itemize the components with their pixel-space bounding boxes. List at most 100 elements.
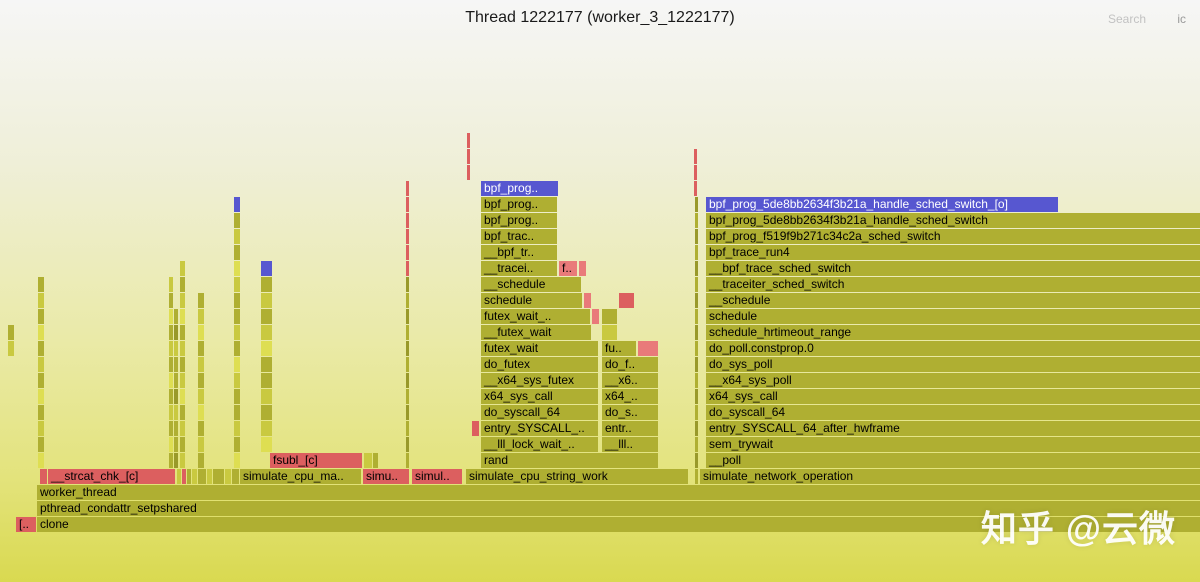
flame-frame[interactable] xyxy=(406,181,409,196)
flame-frame[interactable] xyxy=(169,437,173,452)
flame-frame[interactable] xyxy=(406,293,409,308)
flame-frame[interactable] xyxy=(695,277,698,292)
flame-frame[interactable] xyxy=(192,469,197,484)
flame-frame[interactable] xyxy=(198,325,204,340)
flame-frame[interactable]: [.. xyxy=(16,517,36,532)
flame-frame[interactable] xyxy=(169,405,173,420)
flame-frame[interactable] xyxy=(695,469,698,484)
flame-frame[interactable] xyxy=(225,469,231,484)
flame-frame[interactable]: do_poll.constprop.0 xyxy=(706,341,1200,356)
flame-frame[interactable] xyxy=(261,261,272,276)
flame-frame[interactable]: bpf_trace_run4 xyxy=(706,245,1200,260)
flame-frame[interactable] xyxy=(234,293,240,308)
flame-frame[interactable] xyxy=(169,293,173,308)
flame-frame[interactable]: schedule xyxy=(481,293,582,308)
flame-frame[interactable] xyxy=(592,309,599,324)
flame-frame[interactable]: entry_SYSCALL_.. xyxy=(481,421,598,436)
flame-frame[interactable] xyxy=(695,357,698,372)
flame-frame[interactable] xyxy=(169,453,173,468)
flame-frame[interactable] xyxy=(38,357,44,372)
flame-frame[interactable]: do_sys_poll xyxy=(706,357,1200,372)
flame-frame[interactable] xyxy=(198,341,204,356)
flame-frame[interactable] xyxy=(174,325,178,340)
flame-frame[interactable] xyxy=(602,325,617,340)
flame-frame[interactable] xyxy=(174,421,178,436)
flame-frame[interactable]: __tracei.. xyxy=(481,261,557,276)
flame-frame[interactable] xyxy=(602,309,617,324)
flame-frame[interactable] xyxy=(234,373,240,388)
flame-frame[interactable]: __bpf_trace_sched_switch xyxy=(706,261,1200,276)
flame-frame[interactable]: schedule_hrtimeout_range xyxy=(706,325,1200,340)
flame-frame[interactable] xyxy=(406,453,409,468)
flame-frame[interactable]: simul.. xyxy=(412,469,462,484)
flame-frame[interactable] xyxy=(406,309,409,324)
flame-frame[interactable] xyxy=(234,357,240,372)
flame-frame[interactable] xyxy=(234,341,240,356)
flame-frame[interactable] xyxy=(695,261,698,276)
flame-frame[interactable] xyxy=(467,149,470,164)
flame-frame[interactable]: futex_wait_.. xyxy=(481,309,590,324)
flame-frame[interactable]: __schedule xyxy=(481,277,581,292)
flame-frame[interactable] xyxy=(406,373,409,388)
flame-frame[interactable] xyxy=(261,309,272,324)
flame-frame[interactable] xyxy=(198,437,204,452)
flame-frame[interactable] xyxy=(406,229,409,244)
flame-frame[interactable] xyxy=(180,293,185,308)
flame-frame[interactable] xyxy=(8,341,14,356)
flame-frame[interactable] xyxy=(695,405,698,420)
flame-frame[interactable] xyxy=(38,325,44,340)
flame-frame[interactable]: x64_.. xyxy=(602,389,658,404)
flame-frame[interactable] xyxy=(38,309,44,324)
flame-frame[interactable] xyxy=(180,325,185,340)
flame-frame[interactable] xyxy=(180,437,185,452)
flame-frame[interactable] xyxy=(695,437,698,452)
flame-frame[interactable] xyxy=(198,405,204,420)
flame-frame[interactable]: fsubl_[c] xyxy=(270,453,362,468)
flame-frame[interactable]: __futex_wait xyxy=(481,325,591,340)
flame-frame[interactable] xyxy=(234,213,240,228)
flame-frame[interactable] xyxy=(38,421,44,436)
flame-frame[interactable] xyxy=(261,325,272,340)
flame-frame[interactable]: do_syscall_64 xyxy=(706,405,1200,420)
flame-frame[interactable] xyxy=(187,469,191,484)
flame-frame[interactable]: __schedule xyxy=(706,293,1200,308)
flame-frame[interactable] xyxy=(174,453,178,468)
flame-frame[interactable] xyxy=(213,469,224,484)
flame-frame[interactable] xyxy=(180,277,185,292)
flame-frame[interactable] xyxy=(234,421,240,436)
flame-frame[interactable]: __strcat_chk_[c] xyxy=(48,469,175,484)
flame-frame[interactable]: do_f.. xyxy=(602,357,658,372)
flame-frame[interactable]: __poll xyxy=(706,453,1200,468)
flame-frame[interactable]: bpf_prog.. xyxy=(481,213,557,228)
flame-frame[interactable]: __x64_sys_poll xyxy=(706,373,1200,388)
flame-frame[interactable] xyxy=(695,213,698,228)
flame-frame[interactable] xyxy=(177,469,181,484)
flame-frame[interactable]: futex_wait xyxy=(481,341,598,356)
flame-frame[interactable]: simulate_network_operation xyxy=(700,469,1200,484)
flame-frame[interactable] xyxy=(695,389,698,404)
flame-frame[interactable] xyxy=(406,357,409,372)
flame-frame[interactable]: rand xyxy=(481,453,658,468)
flame-frame[interactable] xyxy=(406,261,409,276)
flame-frame[interactable]: __x64_sys_futex xyxy=(481,373,598,388)
flame-frame[interactable] xyxy=(406,405,409,420)
flame-frame[interactable] xyxy=(234,229,240,244)
flame-frame[interactable] xyxy=(180,341,185,356)
flame-frame[interactable] xyxy=(180,389,185,404)
flame-frame[interactable]: do_futex xyxy=(481,357,598,372)
flame-frame[interactable]: do_syscall_64 xyxy=(481,405,598,420)
flame-frame[interactable] xyxy=(169,357,173,372)
flame-frame[interactable] xyxy=(234,197,240,212)
flame-frame[interactable] xyxy=(261,405,272,420)
flame-frame[interactable] xyxy=(584,293,591,308)
flame-frame[interactable] xyxy=(406,389,409,404)
flame-frame[interactable] xyxy=(695,421,698,436)
flame-frame[interactable] xyxy=(695,245,698,260)
flame-frame[interactable]: do_s.. xyxy=(602,405,658,420)
flame-frame[interactable]: __x6.. xyxy=(602,373,658,388)
flame-frame[interactable] xyxy=(174,357,178,372)
flame-frame[interactable] xyxy=(38,437,44,452)
flame-frame[interactable] xyxy=(198,357,204,372)
flame-frame[interactable] xyxy=(169,373,173,388)
flame-frame[interactable]: bpf_prog.. xyxy=(481,197,557,212)
